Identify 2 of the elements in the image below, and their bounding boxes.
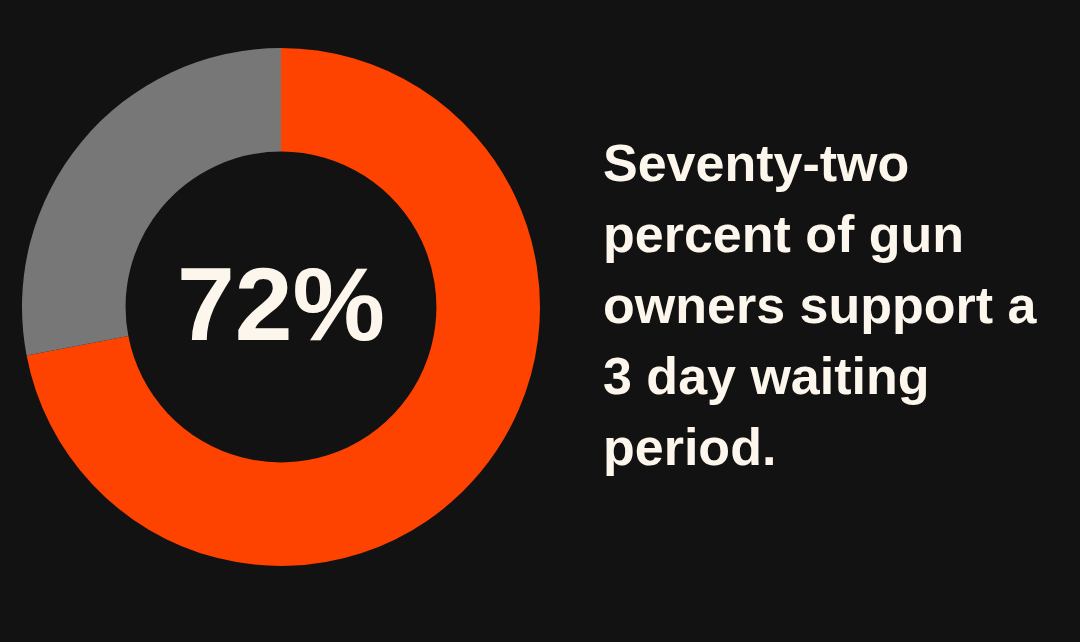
data-label: 72%	[176, 245, 386, 362]
text: Seventy-two percent of gun owners support a 3 day waiting period.	[603, 133, 1038, 478]
